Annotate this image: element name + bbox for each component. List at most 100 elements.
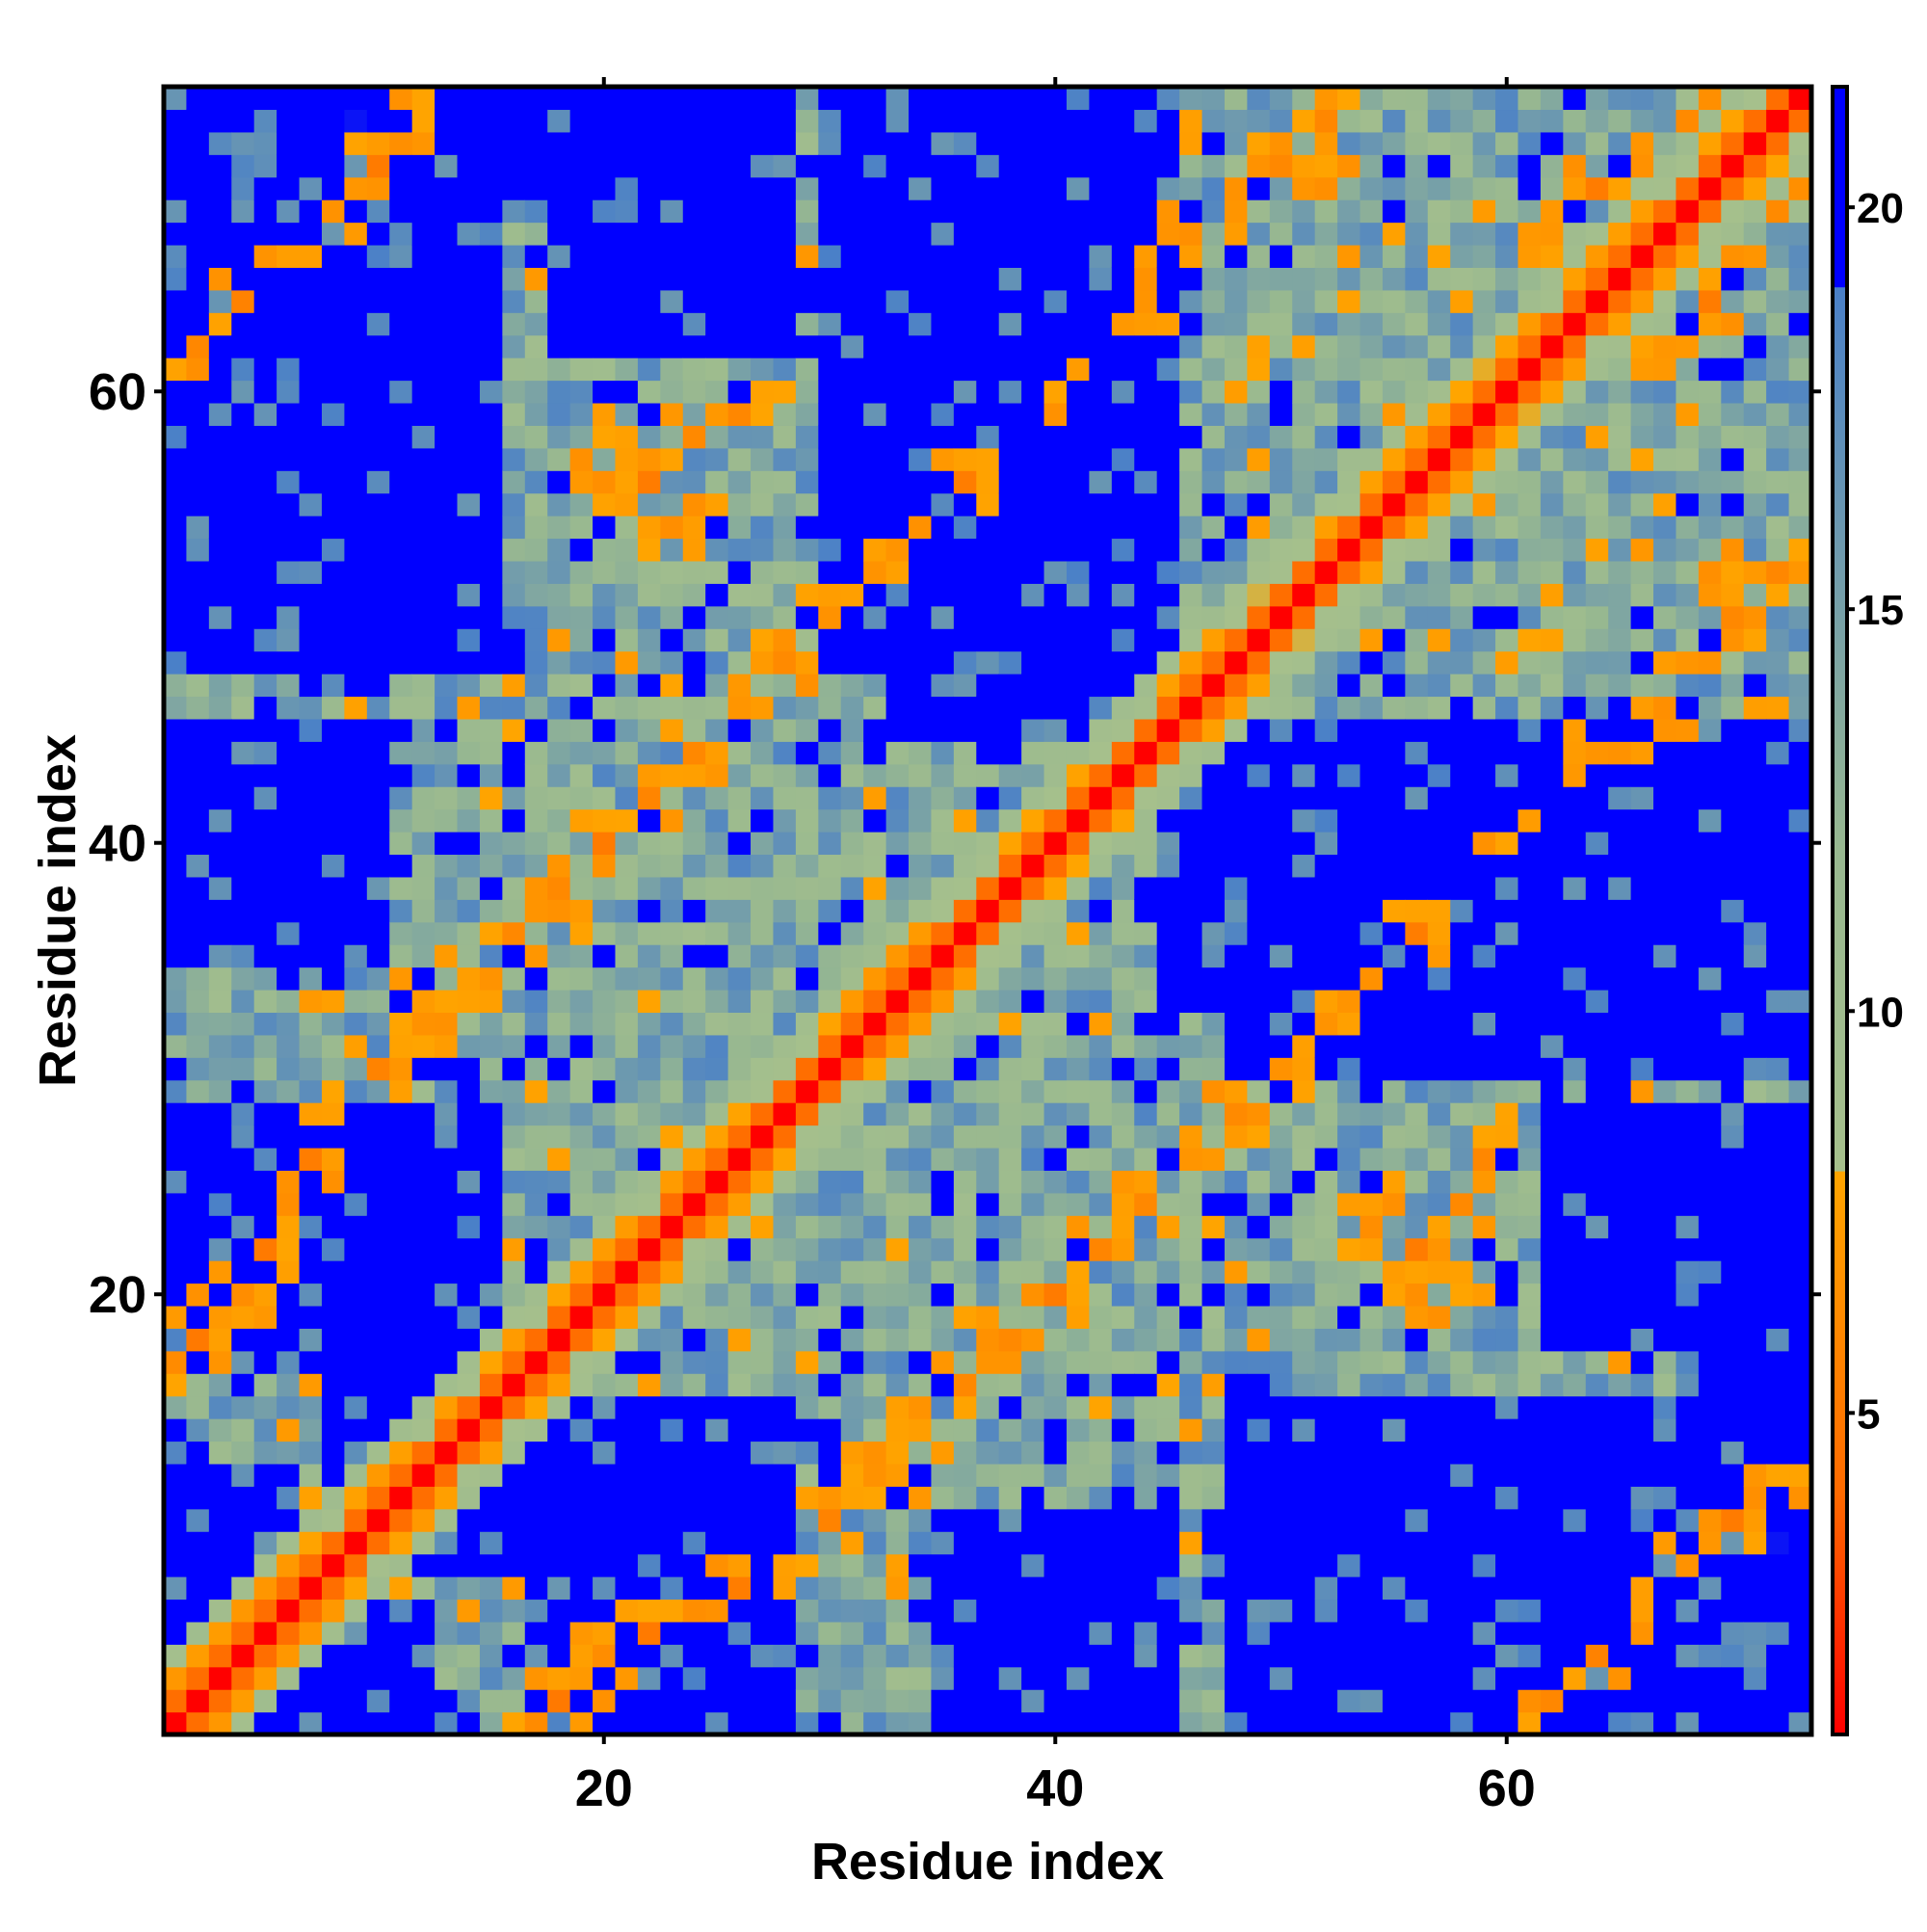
heatmap-cell bbox=[660, 899, 684, 923]
heatmap-cell bbox=[479, 899, 503, 923]
heatmap-cell bbox=[164, 492, 188, 516]
heatmap-cell bbox=[751, 763, 775, 787]
heatmap-cell bbox=[1089, 312, 1113, 336]
heatmap-cell bbox=[727, 1305, 752, 1329]
heatmap-cell bbox=[1201, 380, 1226, 404]
heatmap-cell bbox=[569, 1666, 594, 1690]
heatmap-cell bbox=[299, 605, 323, 629]
heatmap-cell bbox=[1676, 696, 1700, 720]
heatmap-cell bbox=[1427, 1711, 1451, 1735]
heatmap-cell bbox=[1314, 763, 1338, 787]
heatmap-cell bbox=[1359, 312, 1384, 336]
heatmap-cell bbox=[909, 1418, 933, 1442]
heatmap-cell bbox=[299, 989, 323, 1014]
heatmap-cell bbox=[953, 1034, 977, 1058]
heatmap-cell bbox=[569, 87, 594, 111]
heatmap-cell bbox=[344, 1508, 368, 1532]
heatmap-cell bbox=[1405, 966, 1429, 991]
heatmap-cell bbox=[502, 1711, 526, 1735]
heatmap-cell bbox=[1450, 854, 1474, 878]
heatmap-cell bbox=[1269, 1350, 1293, 1374]
heatmap-cell bbox=[615, 1463, 639, 1487]
heatmap-cell bbox=[524, 674, 548, 698]
heatmap-cell bbox=[1224, 357, 1248, 382]
heatmap-cell bbox=[1156, 674, 1180, 698]
heatmap-cell bbox=[1247, 1328, 1271, 1352]
heatmap-cell bbox=[435, 87, 459, 111]
heatmap-cell bbox=[1540, 334, 1564, 358]
heatmap-cell bbox=[502, 1689, 526, 1713]
heatmap-cell bbox=[547, 1486, 571, 1510]
heatmap-cell bbox=[1382, 222, 1406, 246]
heatmap-cell bbox=[1134, 696, 1158, 720]
heatmap-cell bbox=[593, 1395, 617, 1419]
heatmap-cell bbox=[321, 244, 345, 268]
heatmap-cell bbox=[389, 1215, 413, 1239]
heatmap-cell bbox=[164, 899, 188, 923]
heatmap-cell bbox=[1337, 1283, 1361, 1307]
heatmap-cell bbox=[389, 289, 413, 313]
heatmap-cell bbox=[231, 1079, 255, 1103]
heatmap-cell bbox=[164, 696, 188, 720]
heatmap-cell bbox=[253, 1463, 277, 1487]
heatmap-cell bbox=[998, 560, 1022, 584]
heatmap-cell bbox=[1089, 1350, 1113, 1374]
heatmap-cell bbox=[1111, 763, 1135, 787]
heatmap-cell bbox=[164, 222, 188, 246]
heatmap-cell bbox=[321, 1192, 345, 1216]
heatmap-cell bbox=[682, 605, 706, 629]
heatmap-cell bbox=[344, 289, 368, 313]
heatmap-cell bbox=[727, 1395, 752, 1419]
heatmap-cell bbox=[1585, 109, 1609, 133]
heatmap-cell bbox=[727, 1057, 752, 1081]
heatmap-cell bbox=[1540, 1621, 1564, 1645]
heatmap-cell bbox=[1450, 1192, 1474, 1216]
heatmap-cell bbox=[1111, 222, 1135, 246]
heatmap-cell bbox=[1292, 1531, 1316, 1555]
heatmap-cell bbox=[1608, 470, 1632, 494]
heatmap-cell bbox=[186, 944, 210, 968]
heatmap-cell bbox=[1156, 1215, 1180, 1239]
heatmap-cell bbox=[1156, 583, 1180, 607]
heatmap-cell bbox=[818, 222, 842, 246]
heatmap-cell bbox=[909, 1666, 933, 1690]
heatmap-cell bbox=[1676, 1102, 1700, 1126]
heatmap-cell bbox=[1563, 966, 1587, 991]
heatmap-cell bbox=[321, 1328, 345, 1352]
heatmap-cell bbox=[751, 1215, 775, 1239]
heatmap-cell bbox=[1179, 1170, 1203, 1194]
heatmap-cell bbox=[277, 921, 301, 945]
heatmap-cell bbox=[344, 1576, 368, 1601]
heatmap-cell bbox=[615, 1079, 639, 1103]
heatmap-cell bbox=[953, 1057, 977, 1081]
heatmap-cell bbox=[1292, 1373, 1316, 1397]
heatmap-cell bbox=[186, 674, 210, 698]
heatmap-cell bbox=[1518, 1079, 1542, 1103]
heatmap-cell bbox=[1382, 1644, 1406, 1668]
heatmap-cell bbox=[479, 447, 503, 471]
heatmap-cell bbox=[773, 1666, 797, 1690]
heatmap-cell bbox=[389, 899, 413, 923]
heatmap-cell bbox=[1540, 516, 1564, 540]
heatmap-cell bbox=[660, 87, 684, 111]
heatmap-cell bbox=[909, 696, 933, 720]
heatmap-cell bbox=[569, 854, 594, 878]
heatmap-cell bbox=[231, 380, 255, 404]
heatmap-cell bbox=[773, 1147, 797, 1171]
heatmap-cell bbox=[277, 1215, 301, 1239]
heatmap-cell bbox=[818, 1260, 842, 1284]
heatmap-cell bbox=[547, 244, 571, 268]
heatmap-cell bbox=[1066, 674, 1091, 698]
heatmap-cell bbox=[976, 1666, 1000, 1690]
heatmap-cell bbox=[277, 808, 301, 833]
heatmap-cell bbox=[457, 808, 481, 833]
heatmap-cell bbox=[1111, 244, 1135, 268]
heatmap-cell bbox=[1247, 1079, 1271, 1103]
heatmap-cell bbox=[1585, 1576, 1609, 1601]
heatmap-cell bbox=[1359, 1553, 1384, 1577]
heatmap-cell bbox=[1495, 1418, 1519, 1442]
heatmap-cell bbox=[547, 741, 571, 765]
heatmap-cell bbox=[1563, 1531, 1587, 1555]
heatmap-cell bbox=[366, 1283, 390, 1307]
heatmap-cell bbox=[751, 1508, 775, 1532]
